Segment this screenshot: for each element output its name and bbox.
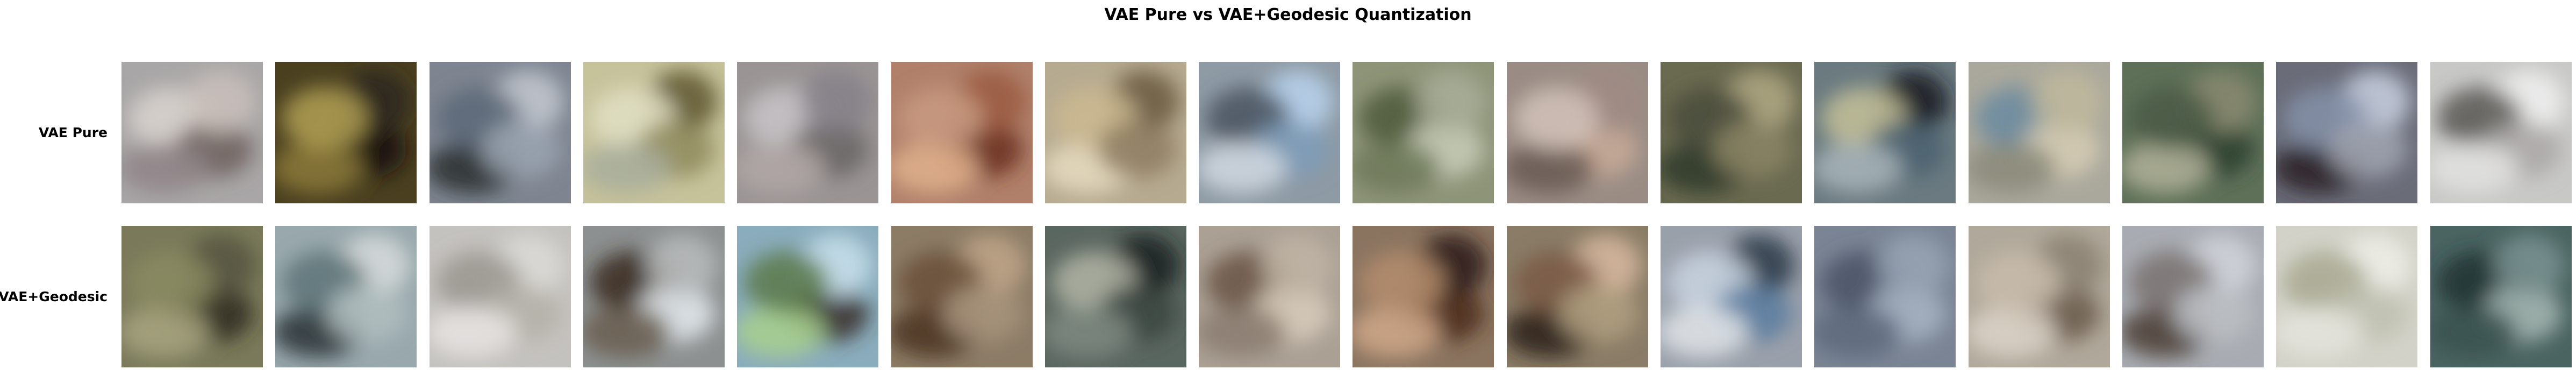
sample-image-tile xyxy=(1199,226,1340,367)
sample-image-tile xyxy=(1969,62,2110,203)
sample-image-tile xyxy=(1814,226,1956,367)
sample-image-tile xyxy=(430,62,571,203)
sample-image-tile xyxy=(2276,226,2417,367)
sample-image-tile xyxy=(2122,226,2264,367)
row-label-vae-pure: VAE Pure xyxy=(38,125,108,140)
sample-image-tile xyxy=(1507,226,1648,367)
sample-image-tile xyxy=(1353,226,1494,367)
sample-image-tile xyxy=(1661,62,1802,203)
sample-image-tile xyxy=(891,62,1033,203)
sample-image-tile xyxy=(2122,62,2264,203)
sample-image-tile xyxy=(1045,62,1186,203)
figure-title: VAE Pure vs VAE+Geodesic Quantization xyxy=(1104,5,1472,24)
sample-image-tile xyxy=(1661,226,1802,367)
sample-image-tile xyxy=(1814,62,1956,203)
sample-image-tile xyxy=(1353,62,1494,203)
sample-image-tile xyxy=(583,226,725,367)
sample-image-tile xyxy=(737,62,878,203)
sample-image-tile xyxy=(430,226,571,367)
sample-image-tile xyxy=(275,226,417,367)
row-label-vae-geodesic: VAE+Geodesic xyxy=(0,289,108,304)
sample-image-tile xyxy=(737,226,878,367)
sample-image-tile xyxy=(1045,226,1186,367)
sample-image-tile xyxy=(1507,62,1648,203)
sample-image-tile xyxy=(1199,62,1340,203)
sample-image-tile xyxy=(2276,62,2417,203)
sample-image-tile xyxy=(2430,62,2572,203)
sample-image-tile xyxy=(891,226,1033,367)
sample-image-tile xyxy=(1969,226,2110,367)
sample-image-tile xyxy=(2430,226,2572,367)
sample-image-tile xyxy=(121,226,263,367)
sample-image-tile xyxy=(583,62,725,203)
sample-image-tile xyxy=(275,62,417,203)
sample-image-tile xyxy=(121,62,263,203)
